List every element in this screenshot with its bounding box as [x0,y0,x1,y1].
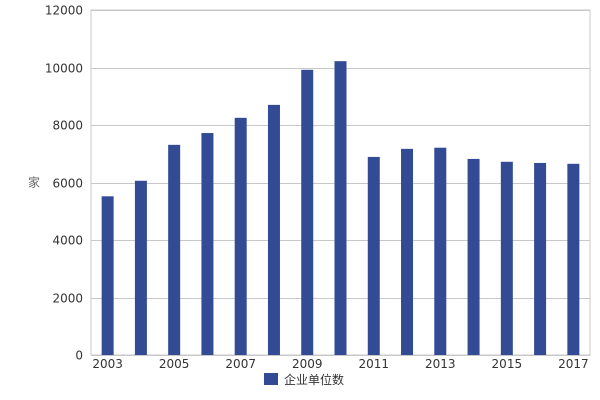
x-tick-label: 2013 [425,357,456,371]
y-tick-label: 8000 [52,119,83,133]
y-tick-label: 4000 [52,234,83,248]
y-axis-title: 家 [28,175,40,190]
y-tick-label: 6000 [52,177,83,191]
y-tick-label: 10000 [45,62,83,76]
bar [434,147,447,355]
x-tick-label: 2009 [292,357,323,371]
bar [301,69,314,356]
y-tick-label: 12000 [45,4,83,18]
bar [134,180,147,355]
x-tick-label: 2011 [358,357,389,371]
y-tick-label: 2000 [52,292,83,306]
bar [367,156,380,355]
bar [467,158,480,355]
bar [234,117,247,355]
y-tick-label: 0 [75,349,83,363]
legend: 企业单位数 [264,371,344,387]
bar [201,133,214,355]
legend-label: 企业单位数 [284,372,345,387]
bar [334,61,347,356]
x-tick-label: 2015 [492,357,523,371]
bar [168,144,181,355]
bar [267,104,280,355]
x-tick-label: 2017 [558,357,589,371]
x-tick-label: 2007 [225,357,256,371]
bar-series [101,61,580,356]
bar [401,148,414,355]
bar [101,196,114,355]
x-tick-label: 2003 [92,357,123,371]
legend-swatch [264,373,278,385]
bar [500,161,513,355]
axes: 0 2000 4000 6000 8000 10000 12000 2003 2005 2007 2… [45,4,589,372]
x-tick-label: 2005 [159,357,190,371]
bar [534,162,547,355]
bar [567,163,580,355]
